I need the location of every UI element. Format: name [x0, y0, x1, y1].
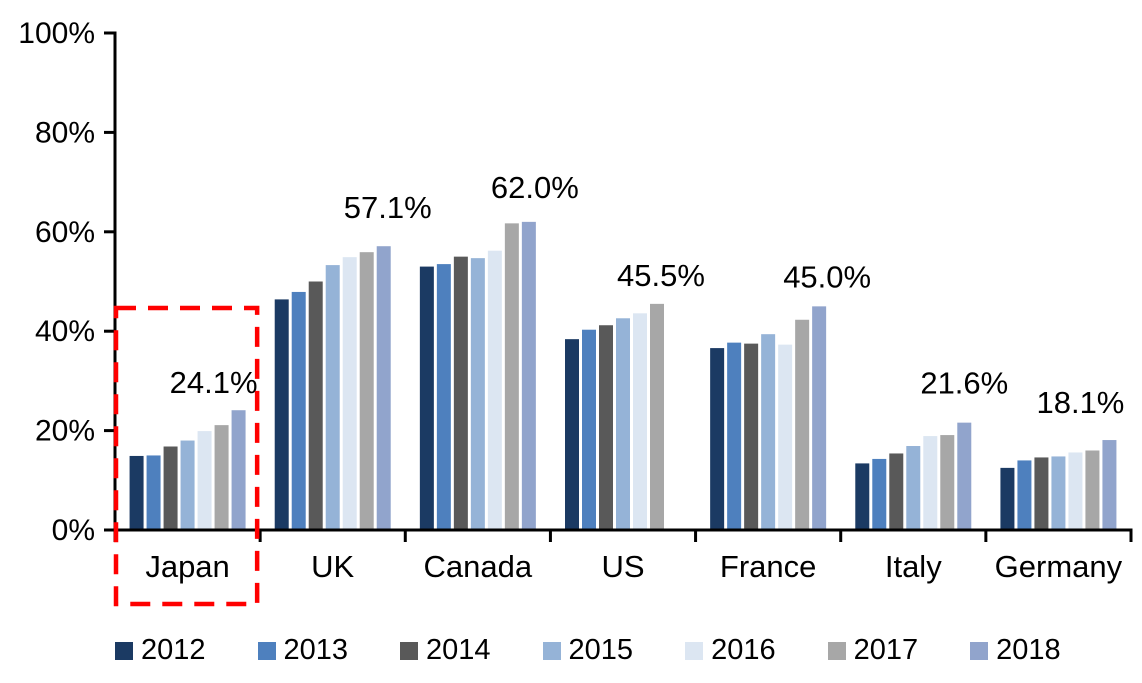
bar-france-2017 — [795, 319, 810, 530]
data-label-canada: 62.0% — [491, 170, 579, 205]
bar-canada-2015 — [470, 258, 485, 530]
bar-us-2016 — [633, 313, 647, 530]
bar-france-2016 — [778, 344, 793, 530]
bar-canada-2014 — [453, 256, 468, 530]
legend-swatch-2014 — [400, 641, 419, 660]
data-label-italy: 21.6% — [920, 366, 1008, 401]
legend-item-2014: 2014 — [400, 636, 491, 665]
bar-germany-2015 — [1051, 456, 1066, 530]
bar-canada-2017 — [504, 223, 519, 530]
data-label-us: 45.5% — [617, 258, 705, 293]
legend-label-2012: 2012 — [141, 634, 206, 666]
bar-us-2014 — [599, 325, 613, 530]
bar-italy-2014 — [889, 453, 904, 530]
legend-swatch-2016 — [685, 641, 704, 660]
legend-swatch-2012 — [115, 641, 133, 660]
legend-swatch-2017 — [827, 641, 846, 660]
bar-italy-2016 — [923, 436, 938, 530]
bar-italy-2018 — [957, 422, 972, 530]
legend-label-2018: 2018 — [996, 634, 1061, 666]
bar-germany-2014 — [1034, 457, 1049, 530]
bar-us-2015 — [616, 318, 630, 530]
legend-item-2015: 2015 — [542, 634, 634, 666]
bar-italy-2015 — [906, 446, 921, 530]
y-axis-label-40%: 40% — [35, 315, 95, 348]
bar-france-2013 — [727, 342, 742, 530]
bar-germany-2016 — [1068, 452, 1083, 530]
legend-label-2017: 2017 — [853, 634, 919, 666]
bar-japan-2017 — [214, 425, 229, 530]
bar-germany-2018 — [1102, 440, 1117, 530]
bar-us-2017 — [650, 303, 664, 530]
bar-germany-2013 — [1017, 460, 1032, 530]
bar-us-2013 — [582, 329, 596, 530]
legend-item-2012: 2012 — [115, 636, 206, 665]
bar-germany-2012 — [1000, 467, 1015, 530]
x-axis-label-uk: UK — [311, 549, 354, 584]
x-axis-label-canada: Canada — [424, 549, 533, 584]
legend-label-2015: 2015 — [568, 634, 634, 666]
bar-germany-2017 — [1085, 450, 1100, 530]
y-axis-label-20%: 20% — [35, 415, 95, 448]
highlight-box-japan — [113, 305, 260, 607]
bar-japan-2012 — [129, 455, 144, 530]
bar-canada-2012 — [419, 266, 434, 530]
bar-france-2014 — [744, 343, 759, 530]
bar-japan-2014 — [163, 446, 178, 530]
legend-label-2013: 2013 — [283, 634, 349, 666]
bar-uk-2013 — [291, 291, 306, 530]
y-axis-label-80%: 80% — [35, 116, 95, 149]
bar-italy-2012 — [855, 463, 870, 530]
bar-japan-2018 — [231, 410, 246, 530]
bar-canada-2016 — [487, 250, 502, 530]
legend-item-2017: 2017 — [827, 634, 919, 666]
legend-swatch-2013 — [257, 641, 276, 660]
y-axis-label-60%: 60% — [35, 216, 95, 249]
bar-us-2012 — [565, 339, 579, 530]
data-label-japan: 24.1% — [170, 365, 258, 400]
legend-label-2016: 2016 — [711, 634, 776, 666]
bar-france-2015 — [761, 334, 776, 530]
bar-uk-2012 — [274, 299, 289, 530]
bar-canada-2018 — [521, 221, 536, 531]
bar-uk-2016 — [342, 257, 357, 530]
bar-france-2012 — [710, 348, 725, 530]
legend-item-2016: 2016 — [685, 636, 776, 665]
bar-japan-2015 — [180, 440, 195, 530]
y-axis-label-100%: 100% — [18, 17, 95, 50]
data-label-france: 45.0% — [783, 259, 871, 294]
bar-canada-2013 — [436, 264, 451, 530]
bar-italy-2017 — [940, 435, 955, 530]
bar-italy-2013 — [872, 458, 887, 530]
bar-japan-2016 — [197, 431, 212, 530]
legend-swatch-2015 — [542, 641, 561, 660]
bar-uk-2014 — [308, 281, 323, 530]
x-axis-label-italy: Italy — [885, 549, 942, 584]
data-label-uk: 57.1% — [344, 190, 432, 225]
y-axis-label-0%: 0% — [52, 514, 95, 547]
bar-japan-2013 — [146, 455, 161, 530]
bar-uk-2015 — [325, 265, 340, 530]
x-axis-label-germany: Germany — [995, 549, 1123, 584]
x-axis-label-japan: Japan — [145, 549, 229, 584]
legend-item-2018: 2018 — [970, 636, 1061, 665]
bar-france-2018 — [812, 306, 827, 530]
data-label-germany: 18.1% — [1036, 385, 1124, 420]
legend-swatch-2018 — [970, 641, 989, 660]
legend-item-2013: 2013 — [257, 634, 349, 666]
x-axis-label-us: US — [601, 549, 644, 584]
bar-uk-2017 — [359, 252, 374, 530]
legend-label-2014: 2014 — [426, 634, 491, 666]
bar-uk-2018 — [376, 246, 391, 530]
chart-legend: 2012 2013 2014 2015 2016 2017 2018 — [115, 636, 1061, 665]
x-axis-label-france: France — [720, 549, 816, 584]
